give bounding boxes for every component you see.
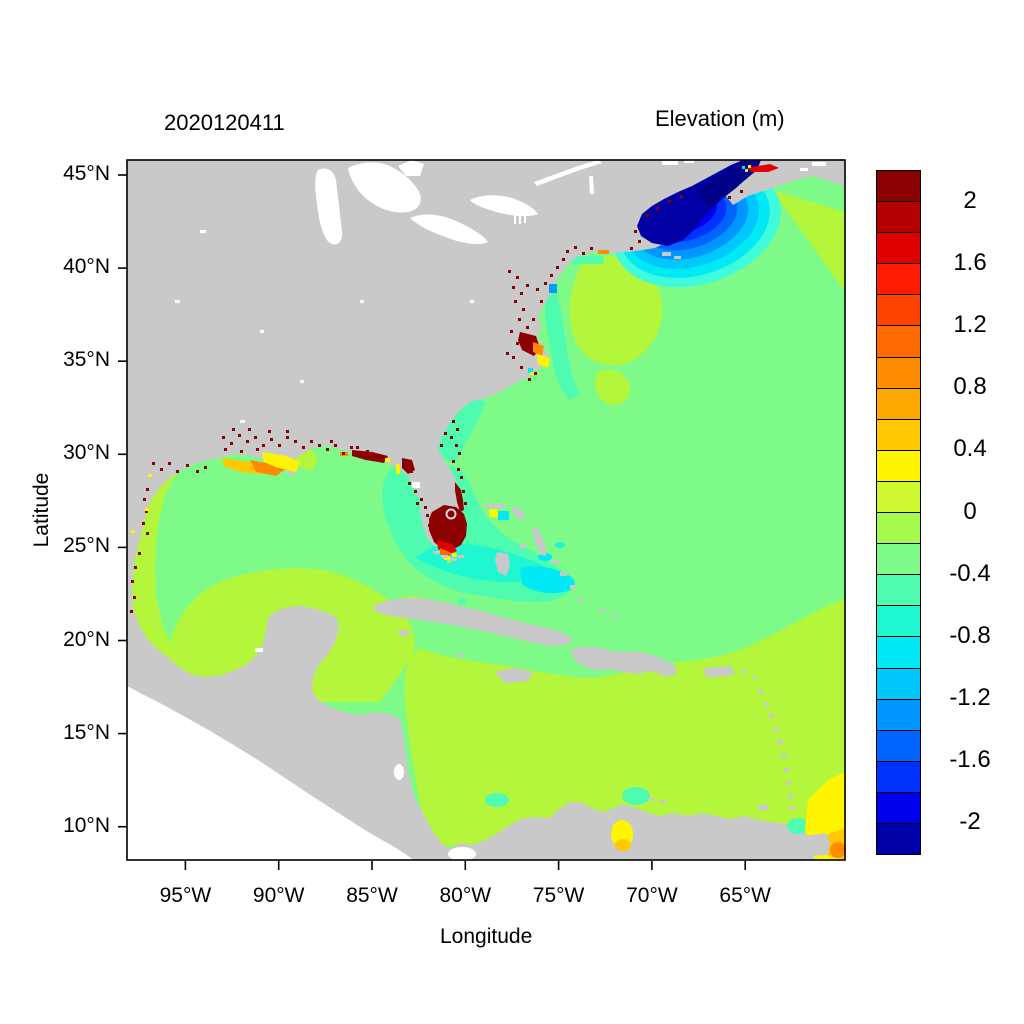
cayman [455,654,463,657]
gulf-of-maine-low-anomaly [637,160,779,246]
cuba [372,598,572,646]
coastal-speckles [130,190,743,613]
lake-michigan [315,168,343,245]
colorbar-title: Elevation (m) [655,106,785,131]
colorbar-cell-4 [877,294,920,326]
jamaica [494,668,533,683]
colorbar-tick--1.2: -1.2 [949,683,991,711]
axis-ticks [118,174,747,870]
x-tick-90w: 90°W [252,884,305,907]
y-tick-15n: 15°N [63,720,110,744]
colorbar-cell-18 [877,729,920,761]
colorbar-cell-19 [877,760,920,792]
colorbar-cell-1 [877,201,920,233]
colorbar-cell-17 [877,698,920,730]
colorbar [876,170,921,855]
colorbar-tick-2: 2 [963,187,977,215]
colorbar-cell-21 [877,822,920,855]
colorbar-tick-1.2: 1.2 [953,311,987,339]
plot-date-title: 2020120411 [164,110,285,135]
x-tick-70w: 70°W [626,884,678,907]
lake-nicaragua [394,764,404,780]
margarita [758,805,768,810]
colorbar-cell-6 [877,356,920,388]
eleuthera [532,527,546,556]
lake-erie [410,214,488,245]
colorbar-cell-12 [877,543,920,575]
colorbar-cell-15 [877,636,920,668]
continent [127,160,845,860]
colorbar-cell-20 [877,791,920,823]
colorbar-cell-8 [877,418,920,450]
st-lawrence [534,160,602,186]
colorbar-cell-14 [877,605,920,637]
lake-champlain [589,176,594,194]
colorbar-tick-0.8: 0.8 [953,373,987,401]
minas-basin-high [746,164,779,172]
x-tick-85w: 85°W [346,884,398,907]
gulf-of-panama [448,847,476,861]
trinidad [802,833,830,856]
colorbar-tick-0: 0 [963,497,977,525]
colorbar-cell-2 [877,232,920,264]
andros [495,552,510,576]
colorbar-tick-0.4: 0.4 [953,435,987,463]
colorbar-cell-10 [877,480,920,513]
colorbar-cell-5 [877,325,920,357]
x-tick-65w: 65°W [719,884,771,907]
y-tick-40n: 40°N [63,255,110,279]
florida-keys [433,551,464,561]
colorbar-cell-9 [877,449,920,481]
land-mask [127,160,845,860]
coastal-hotspots [222,250,846,860]
georgian-bay [398,160,424,176]
abaco [512,506,526,520]
y-tick-45n: 45°N [63,162,110,185]
no-data-white [127,160,826,861]
colorbar-cell-7 [877,387,920,419]
colorbar-tick--2: -2 [959,807,981,835]
plot-frame [126,159,846,861]
y-tick-10n: 10°N [63,813,110,837]
colorbar-tick-1.6: 1.6 [953,249,987,277]
colorbar-cell-16 [877,667,920,699]
colorbar-cell-0 [877,171,920,202]
x-tick-95w: 95°W [159,884,212,907]
colorbar-cell-11 [877,512,920,544]
gulf-of-paria [787,818,809,834]
ocean-band-positive [128,190,845,846]
lake-okeechobee [445,508,457,520]
lesser-antilles [758,690,794,810]
colorbar-tick--1.6: -1.6 [949,745,991,773]
pacific-outside-domain [127,686,414,860]
x-tick-80w: 80°W [439,884,492,907]
lake-huron [348,162,421,213]
colorbar-tick--0.4: -0.4 [949,559,991,587]
colorbar-cell-3 [877,263,920,295]
isle-of-youth [398,630,410,636]
y-tick-25n: 25°N [63,534,110,558]
x-tick-75w: 75°W [532,884,585,907]
hispaniola [570,646,677,677]
y-tick-30n: 30°N [63,441,110,465]
colorbar-tick--0.8: -0.8 [949,621,991,649]
x-axis-label: Longitude [440,925,533,948]
grand-bahama [484,504,506,508]
colorbar-cell-13 [877,574,920,606]
lake-ontario [470,195,538,217]
puerto-rico [704,666,734,678]
y-tick-20n: 20°N [63,627,110,651]
y-tick-35n: 35°N [63,348,110,372]
y-axis-label: Latitude [30,472,53,548]
